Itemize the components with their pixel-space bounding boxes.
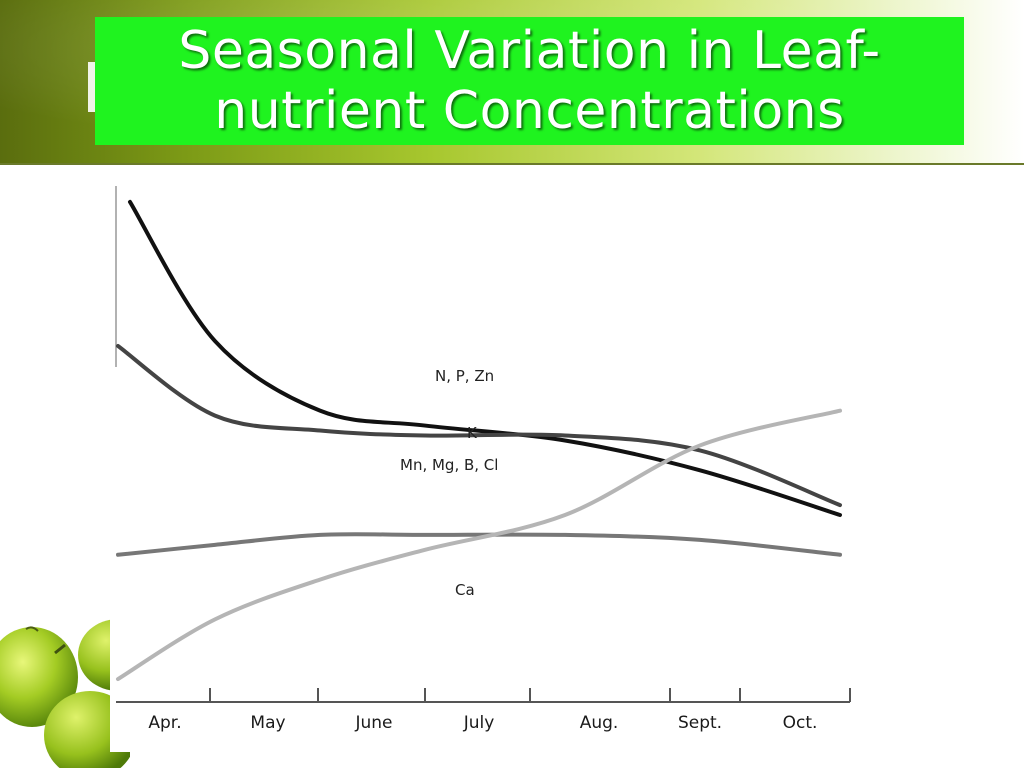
series-line-4 [116,408,842,682]
series-line-2 [116,344,842,508]
series-label-1: N, P, Zn [435,367,494,385]
series-label-4: Ca [455,581,475,599]
x-tick-label: Aug. [580,713,619,733]
slide-title: Seasonal Variation in Leaf- nutrient Con… [178,21,880,141]
x-tick-label: Oct. [783,713,818,733]
x-tick-label: May [250,713,285,733]
series-label-3: Mn, Mg, B, Cl [400,456,498,474]
x-tick-label: June [354,713,392,733]
leaf-nutrient-line-chart: N, P, Zn K Mn, Mg, B, Cl Ca Apr. May June July A… [115,186,851,733]
title-box: Seasonal Variation in Leaf- nutrient Con… [95,17,964,145]
series-line-3 [116,532,842,557]
x-tick-label: Apr. [148,713,181,733]
x-tick-label: July [463,713,495,733]
x-tick-label: Sept. [678,713,722,733]
chart-panel: N, P, Zn K Mn, Mg, B, Cl Ca Apr. May June July A… [110,172,890,752]
title-line-2: nutrient Concentrations [214,81,845,141]
series-line-1 [128,199,842,518]
title-line-1: Seasonal Variation in Leaf- [178,21,881,81]
green-apples-decoration-icon [0,619,130,768]
series-label-2: K [467,424,478,442]
